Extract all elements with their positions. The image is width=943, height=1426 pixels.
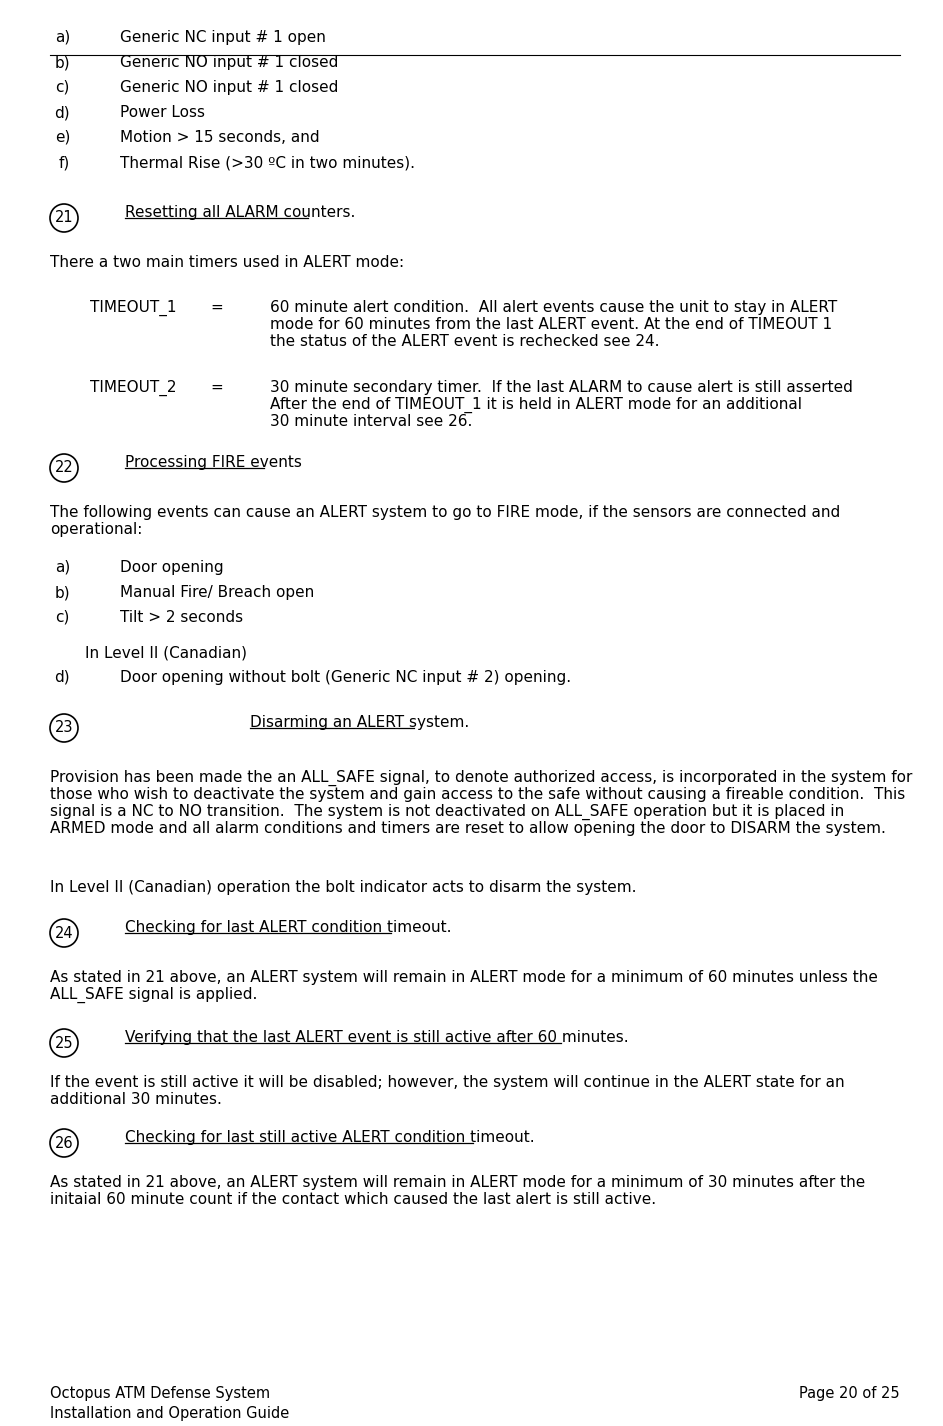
Text: c): c) — [56, 80, 70, 96]
Text: Checking for last still active ALERT condition timeout.: Checking for last still active ALERT con… — [125, 1129, 535, 1145]
Text: f): f) — [58, 155, 70, 170]
Text: Provision has been made the an ALL_SAFE signal, to denote authorized access, is : Provision has been made the an ALL_SAFE … — [50, 770, 913, 786]
Text: The following events can cause an ALERT system to go to FIRE mode, if the sensor: The following events can cause an ALERT … — [50, 505, 840, 520]
Text: 23: 23 — [55, 720, 74, 736]
Text: initaial 60 minute count if the contact which caused the last alert is still act: initaial 60 minute count if the contact … — [50, 1192, 656, 1206]
Text: Door opening: Door opening — [120, 560, 223, 575]
Text: the status of the ALERT event is rechecked see 24.: the status of the ALERT event is recheck… — [270, 334, 659, 349]
Text: c): c) — [56, 610, 70, 625]
Text: b): b) — [55, 585, 70, 600]
Text: additional 30 minutes.: additional 30 minutes. — [50, 1092, 222, 1107]
Text: a): a) — [55, 560, 70, 575]
Text: TIMEOUT_2: TIMEOUT_2 — [90, 379, 176, 396]
Text: Generic NC input # 1 open: Generic NC input # 1 open — [120, 30, 326, 46]
Text: mode for 60 minutes from the last ALERT event. At the end of TIMEOUT 1: mode for 60 minutes from the last ALERT … — [270, 317, 832, 332]
Text: After the end of TIMEOUT_1 it is held in ALERT mode for an additional: After the end of TIMEOUT_1 it is held in… — [270, 396, 802, 414]
Text: ALL_SAFE signal is applied.: ALL_SAFE signal is applied. — [50, 987, 257, 1004]
Text: 21: 21 — [55, 211, 74, 225]
Text: In Level II (Canadian) operation the bolt indicator acts to disarm the system.: In Level II (Canadian) operation the bol… — [50, 880, 637, 896]
Text: 30 minute interval see 26.: 30 minute interval see 26. — [270, 414, 472, 429]
Text: a): a) — [55, 30, 70, 46]
Text: If the event is still active it will be disabled; however, the system will conti: If the event is still active it will be … — [50, 1075, 845, 1089]
Text: 25: 25 — [55, 1035, 74, 1051]
Text: Processing FIRE events: Processing FIRE events — [125, 455, 302, 471]
Text: d): d) — [55, 106, 70, 120]
Text: =: = — [210, 379, 223, 395]
Text: As stated in 21 above, an ALERT system will remain in ALERT mode for a minimum o: As stated in 21 above, an ALERT system w… — [50, 970, 878, 985]
Text: those who wish to deactivate the system and gain access to the safe without caus: those who wish to deactivate the system … — [50, 787, 905, 801]
Text: Disarming an ALERT system.: Disarming an ALERT system. — [250, 714, 470, 730]
Text: e): e) — [55, 130, 70, 145]
Text: d): d) — [55, 670, 70, 684]
Text: Installation and Operation Guide: Installation and Operation Guide — [50, 1406, 290, 1420]
Text: Generic NO input # 1 closed: Generic NO input # 1 closed — [120, 80, 339, 96]
Text: 60 minute alert condition.  All alert events cause the unit to stay in ALERT: 60 minute alert condition. All alert eve… — [270, 299, 837, 315]
Text: TIMEOUT_1: TIMEOUT_1 — [90, 299, 176, 317]
Text: Thermal Rise (>30 ºC in two minutes).: Thermal Rise (>30 ºC in two minutes). — [120, 155, 415, 170]
Text: As stated in 21 above, an ALERT system will remain in ALERT mode for a minimum o: As stated in 21 above, an ALERT system w… — [50, 1175, 866, 1191]
Text: Motion > 15 seconds, and: Motion > 15 seconds, and — [120, 130, 320, 145]
Text: ARMED mode and all alarm conditions and timers are reset to allow opening the do: ARMED mode and all alarm conditions and … — [50, 821, 885, 836]
Text: operational:: operational: — [50, 522, 142, 538]
Text: Door opening without bolt (Generic NC input # 2) opening.: Door opening without bolt (Generic NC in… — [120, 670, 571, 684]
Text: Checking for last ALERT condition timeout.: Checking for last ALERT condition timeou… — [125, 920, 452, 935]
Text: Power Loss: Power Loss — [120, 106, 205, 120]
Text: =: = — [210, 299, 223, 315]
Text: signal is a NC to NO transition.  The system is not deactivated on ALL_SAFE oper: signal is a NC to NO transition. The sys… — [50, 804, 844, 820]
Text: Resetting all ALARM counters.: Resetting all ALARM counters. — [125, 205, 356, 220]
Text: In Level II (Canadian): In Level II (Canadian) — [85, 645, 247, 660]
Text: Page 20 of 25: Page 20 of 25 — [800, 1386, 900, 1400]
Text: 26: 26 — [55, 1135, 74, 1151]
Text: There a two main timers used in ALERT mode:: There a two main timers used in ALERT mo… — [50, 255, 405, 270]
Text: Octopus ATM Defense System: Octopus ATM Defense System — [50, 1386, 270, 1400]
Text: Manual Fire/ Breach open: Manual Fire/ Breach open — [120, 585, 314, 600]
Text: 22: 22 — [55, 461, 74, 475]
Text: 24: 24 — [55, 925, 74, 941]
Text: Tilt > 2 seconds: Tilt > 2 seconds — [120, 610, 243, 625]
Text: Verifying that the last ALERT event is still active after 60 minutes.: Verifying that the last ALERT event is s… — [125, 1030, 629, 1045]
Text: Generic NO input # 1 closed: Generic NO input # 1 closed — [120, 56, 339, 70]
Text: b): b) — [55, 56, 70, 70]
Text: 30 minute secondary timer.  If the last ALARM to cause alert is still asserted: 30 minute secondary timer. If the last A… — [270, 379, 852, 395]
